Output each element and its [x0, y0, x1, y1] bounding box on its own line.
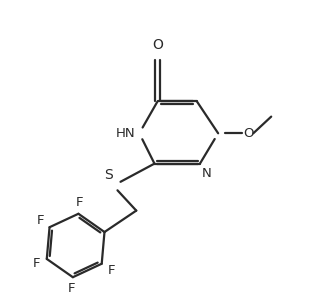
Text: F: F — [32, 257, 40, 270]
Text: F: F — [107, 264, 115, 277]
Text: HN: HN — [116, 127, 136, 140]
Text: F: F — [76, 196, 83, 209]
Text: N: N — [202, 167, 211, 180]
Text: S: S — [104, 168, 113, 182]
Text: F: F — [68, 282, 76, 295]
Text: F: F — [36, 214, 44, 227]
Text: O: O — [152, 38, 163, 52]
Text: O: O — [243, 127, 254, 140]
